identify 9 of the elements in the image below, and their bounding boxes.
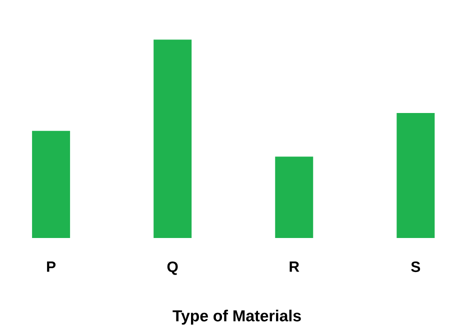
bar [275,156,314,238]
x-tick-label: R [290,262,300,272]
x-tick-label: S [411,262,420,272]
bar [154,40,192,238]
x-tick-label: Q [167,262,178,275]
x-tick-label: P [47,262,56,272]
x-axis-title: Type of Materials [172,310,301,325]
bar [32,130,70,238]
bar [396,113,435,238]
